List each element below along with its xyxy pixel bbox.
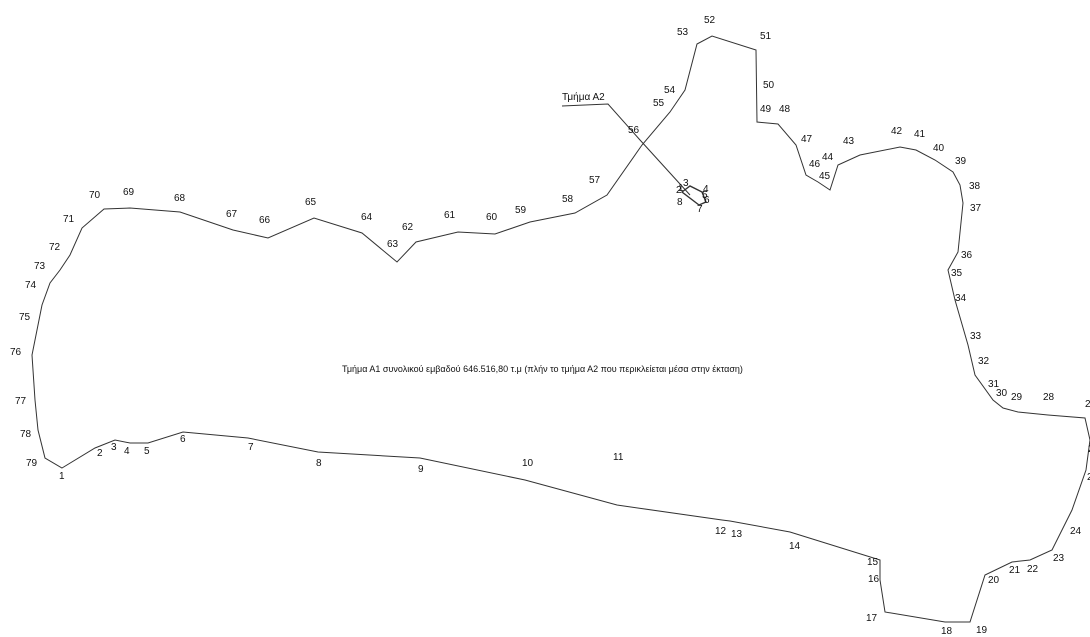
part-a1-caption: Τμήμα Α1 συνολικού εμβαδού 646.516,80 τ.… [342, 364, 743, 374]
part-a2-vertex-label: 4 [703, 184, 709, 195]
part-a2-vertex-label: 3 [683, 178, 689, 189]
vertex-label: 47 [801, 134, 813, 145]
vertex-label: 18 [941, 626, 953, 637]
vertex-label: 53 [677, 27, 689, 38]
vertex-label: 34 [955, 293, 967, 304]
vertex-label: 60 [486, 212, 498, 223]
vertex-label: 64 [361, 212, 373, 223]
vertex-label: 20 [988, 575, 1000, 586]
vertex-label: 62 [402, 222, 414, 233]
vertex-label: 59 [515, 205, 527, 216]
vertex-label: 25 [1087, 472, 1090, 483]
part-a2-vertex-label: 5 [702, 190, 708, 201]
vertex-label: 31 [988, 379, 1000, 390]
vertex-label: 66 [259, 215, 271, 226]
part-a2-vertex-label: 7 [697, 204, 703, 215]
vertex-label: 16 [868, 574, 880, 585]
vertex-label: 41 [914, 129, 926, 140]
vertex-label: 51 [760, 31, 772, 42]
vertex-label: 3 [111, 442, 117, 453]
vertex-label: 2 [97, 448, 103, 459]
vertex-label: 78 [20, 429, 32, 440]
vertex-label: 8 [316, 458, 322, 469]
vertex-label: 63 [387, 239, 399, 250]
vertex-label: 6 [180, 434, 186, 445]
vertex-label: 39 [955, 156, 967, 167]
part-a1-boundary [31, 35, 1090, 623]
vertex-label: 77 [15, 396, 27, 407]
vertex-label: 22 [1027, 564, 1039, 575]
vertex-label: 76 [10, 347, 22, 358]
vertex-label: 24 [1070, 526, 1082, 537]
vertex-label: 75 [19, 312, 31, 323]
vertex-label: 61 [444, 210, 456, 221]
vertex-label: 1 [59, 471, 65, 482]
vertex-label: 74 [25, 280, 37, 291]
vertex-label: 56 [628, 125, 640, 136]
vertex-label: 10 [522, 458, 534, 469]
vertex-label: 67 [226, 209, 238, 220]
vertex-label: 5 [144, 446, 150, 457]
vertex-label: 37 [970, 203, 982, 214]
vertex-label: 23 [1053, 553, 1065, 564]
vertex-label: 4 [124, 446, 130, 457]
vertex-label: 26 [1088, 444, 1090, 455]
part-a2-vertex-label: 2 [676, 185, 682, 196]
vertex-label: 69 [123, 187, 135, 198]
vertex-label: 21 [1009, 565, 1021, 576]
vertex-label: 14 [789, 541, 801, 552]
vertex-label: 55 [653, 98, 665, 109]
vertex-label: 28 [1043, 392, 1055, 403]
vertex-label: 49 [760, 104, 772, 115]
vertex-label: 44 [822, 152, 834, 163]
vertex-label: 45 [819, 171, 831, 182]
vertex-label: 65 [305, 197, 317, 208]
vertex-label: 32 [978, 356, 990, 367]
vertex-label: 79 [26, 458, 38, 469]
vertex-label: 48 [779, 104, 791, 115]
vertex-label: 7 [248, 442, 254, 453]
vertex-label: 29 [1011, 392, 1023, 403]
vertex-label: 46 [809, 159, 821, 170]
vertex-label: 30 [996, 388, 1008, 399]
vertex-label: 36 [961, 250, 973, 261]
part-a2-label: Τμήμα Α2 [562, 91, 605, 103]
vertex-label: 43 [843, 136, 855, 147]
vertex-label: 73 [34, 261, 46, 272]
vertex-label: 72 [49, 242, 61, 253]
vertex-label: 52 [704, 15, 716, 26]
vertex-label: 68 [174, 193, 186, 204]
vertex-label: 19 [976, 625, 988, 636]
vertex-label: 35 [951, 268, 963, 279]
vertex-label: 33 [970, 331, 982, 342]
vertex-label: 11 [613, 452, 624, 463]
part-a2-boundary [680, 185, 707, 206]
part-a2-vertex-label: 6 [704, 195, 710, 206]
vertex-label: 15 [867, 557, 879, 568]
vertex-label: 70 [89, 190, 101, 201]
vertex-label: 40 [933, 143, 945, 154]
vertex-label: 54 [664, 85, 676, 96]
boundary-lines [31, 35, 1090, 623]
vertex-label: 42 [891, 126, 903, 137]
vertex-label: 57 [589, 175, 601, 186]
part-a2-leader-line [561, 103, 691, 196]
vertex-label: 9 [418, 464, 424, 475]
vertex-label: 17 [866, 613, 878, 624]
vertex-label: 27 [1085, 399, 1090, 410]
vertex-label: 13 [731, 529, 743, 540]
part-a2-vertex-label: 1 [678, 183, 684, 194]
vertex-label: 38 [969, 181, 981, 192]
part-a2-vertex-label: 8 [677, 197, 683, 208]
vertex-label: 71 [63, 214, 75, 225]
vertex-label: 12 [715, 526, 727, 537]
vertex-label: 58 [562, 194, 574, 205]
vertex-label: 50 [763, 80, 775, 91]
